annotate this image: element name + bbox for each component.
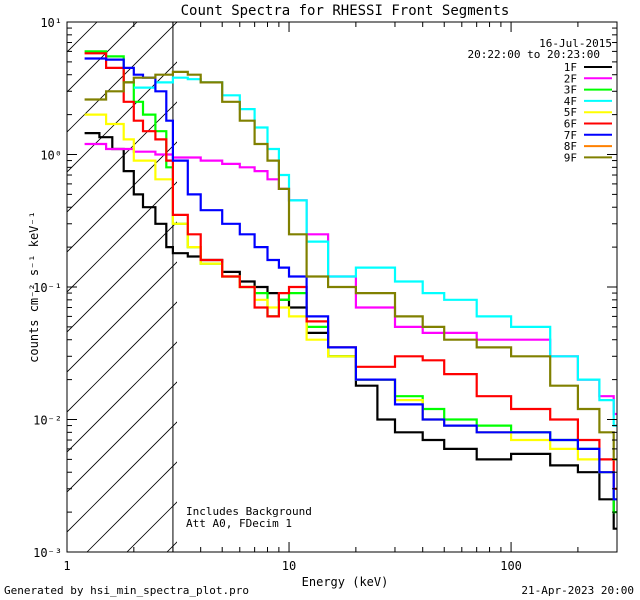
hatch-line [67, 22, 138, 93]
legend-label-5F: 5F [564, 106, 577, 119]
x-tick-label: 1 [63, 559, 70, 573]
legend-label-7F: 7F [564, 129, 577, 142]
series-line-9F [84, 70, 617, 461]
hatch-line [67, 22, 177, 133]
legend-label-2F: 2F [564, 72, 577, 85]
x-tick-labels: 1 10 100 [63, 559, 522, 573]
chart-title: Count Spectra for RHESSI Front Segments [181, 3, 510, 19]
legend-label-6F: 6F [564, 118, 577, 131]
time-range: 20:22:00 to 20:23:00 [468, 48, 600, 61]
series-line-1F [84, 132, 617, 530]
hatch-line [67, 261, 177, 373]
axis-ticks [66, 21, 618, 553]
y-tick-labels: 10⁻³ 10⁻² 10⁻¹ 10⁰ 10¹ [33, 16, 62, 560]
legend-label-1F: 1F [564, 61, 577, 74]
hatch-line [67, 181, 177, 293]
annotation-background: Includes Background [186, 505, 312, 518]
legend-label-8F: 8F [564, 140, 577, 153]
series-line-3F [84, 50, 617, 514]
series-line-2F [84, 142, 617, 416]
x-axis-label: Energy (keV) [302, 575, 389, 589]
footer-generated-by: Generated by hsi_min_spectra_plot.pro [4, 584, 249, 597]
legend-label-3F: 3F [564, 84, 577, 97]
y-tick-label: 10⁰ [40, 149, 62, 163]
observation-date: 16-Jul-2015 [539, 37, 612, 50]
series-lines [84, 50, 617, 530]
y-tick-label: 10¹ [40, 16, 62, 30]
x-tick-label: 100 [500, 559, 522, 573]
hatch-line [67, 421, 177, 533]
y-tick-label: 10⁻³ [33, 546, 62, 560]
hatch-line [67, 381, 177, 493]
series-line-4F [133, 76, 617, 427]
series-line-7F [84, 57, 617, 501]
background-shaded-region [67, 22, 177, 552]
x-tick-label: 10 [282, 559, 296, 573]
legend-label-9F: 9F [564, 151, 577, 164]
y-axis-label: counts cm⁻² s⁻¹ keV⁻¹ [27, 211, 41, 363]
footer-timestamp: 21-Apr-2023 20:00 [521, 584, 634, 597]
legend-label-4F: 4F [564, 95, 577, 108]
series-line-5F [84, 113, 617, 490]
y-tick-label: 10⁻¹ [33, 281, 62, 295]
hatch-line [67, 221, 177, 333]
y-tick-label: 10⁻² [33, 414, 62, 428]
series-line-6F [84, 52, 617, 490]
annotation-attenuator: Att A0, FDecim 1 [186, 517, 292, 530]
